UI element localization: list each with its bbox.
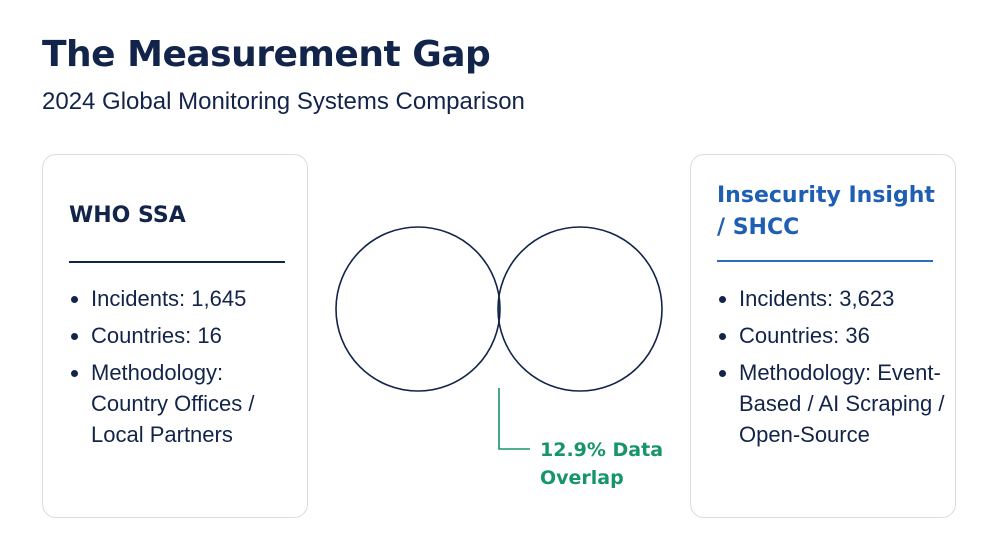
who-ssa-circle bbox=[335, 226, 501, 392]
venn-diagram bbox=[335, 226, 663, 450]
overlap-label: 12.9% Data Overlap bbox=[540, 439, 664, 489]
overlap-leader-line bbox=[498, 388, 530, 450]
who-ssa-facts-list: Incidents: 1,645 Countries: 16 Methodolo… bbox=[69, 283, 299, 456]
who-ssa-card-title: WHO SSA bbox=[69, 203, 186, 228]
fact-methodology: Methodology: Event-Based / AI Scraping /… bbox=[717, 357, 947, 450]
insecurity-insight-divider bbox=[717, 260, 933, 262]
fact-incidents: Incidents: 1,645 bbox=[69, 283, 299, 314]
insecurity-insight-card-title: Insecurity Insight / SHCC bbox=[717, 183, 935, 240]
page-title: The Measurement Gap bbox=[42, 34, 491, 75]
who-ssa-divider bbox=[69, 261, 285, 263]
page-subtitle: 2024 Global Monitoring Systems Compariso… bbox=[42, 88, 525, 115]
insecurity-insight-card: Insecurity Insight / SHCC Incidents: 3,6… bbox=[690, 154, 956, 518]
insecurity-insight-facts-list: Incidents: 3,623 Countries: 36 Methodolo… bbox=[717, 283, 947, 456]
fact-countries: Countries: 36 bbox=[717, 320, 947, 351]
fact-methodology: Methodology: Country Offices / Local Par… bbox=[69, 357, 299, 450]
insecurity-insight-circle bbox=[497, 226, 663, 392]
overlap-region bbox=[498, 227, 500, 391]
fact-incidents: Incidents: 3,623 bbox=[717, 283, 947, 314]
fact-countries: Countries: 16 bbox=[69, 320, 299, 351]
who-ssa-card: WHO SSA Incidents: 1,645 Countries: 16 M… bbox=[42, 154, 308, 518]
